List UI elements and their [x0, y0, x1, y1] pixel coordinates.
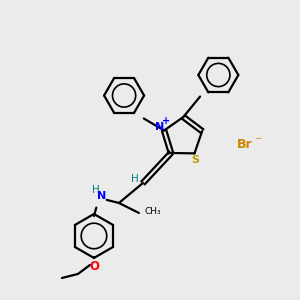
Text: H: H [131, 174, 139, 184]
Text: O: O [89, 260, 99, 274]
Text: N: N [155, 122, 165, 133]
Text: +: + [162, 116, 170, 127]
Text: CH₃: CH₃ [145, 208, 162, 217]
Text: N: N [97, 191, 106, 201]
Text: ⁻: ⁻ [254, 135, 262, 149]
Text: H: H [92, 185, 100, 195]
Text: Br: Br [237, 139, 253, 152]
Text: S: S [191, 155, 200, 165]
